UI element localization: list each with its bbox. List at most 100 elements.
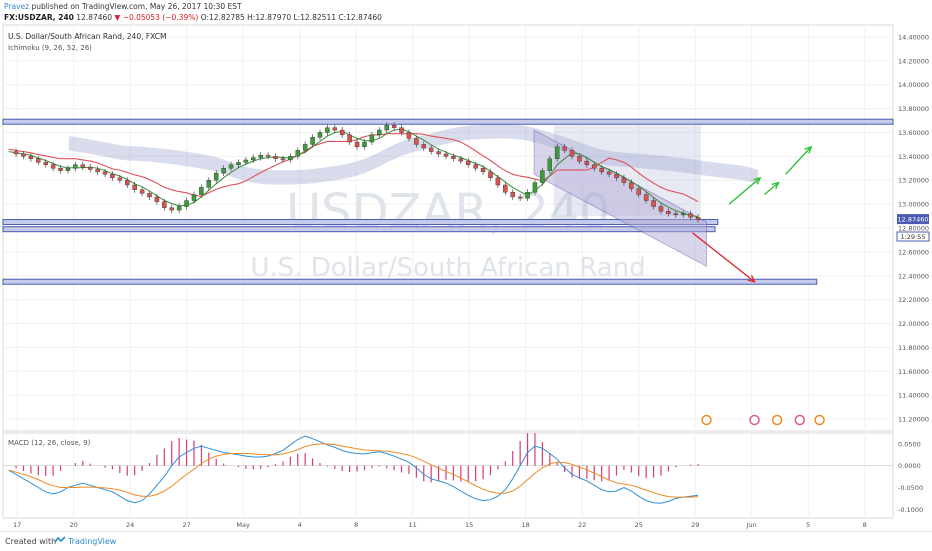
macd-axis: 0.0500 0.0000 -0.0500 -0.1000 bbox=[898, 440, 923, 513]
macd-tick-label: -0.1000 bbox=[898, 506, 923, 514]
candle-body bbox=[636, 188, 641, 195]
price-tick-label: 12.40000 bbox=[898, 272, 929, 280]
candle-body bbox=[221, 168, 226, 174]
candle-body bbox=[614, 174, 619, 179]
candlesticks bbox=[13, 122, 701, 223]
candle-body bbox=[147, 193, 152, 198]
ichimoku-legend[interactable]: Ichimoku (9, 26, 52, 26) bbox=[8, 44, 92, 52]
price-tick-label: 13.60000 bbox=[898, 129, 929, 137]
watermark-name: U.S. Dollar/South African Rand bbox=[250, 253, 645, 283]
tradingview-logo-icon[interactable] bbox=[54, 535, 66, 545]
candle-body bbox=[569, 150, 575, 157]
candle-body bbox=[651, 200, 656, 207]
time-tick-label: 24 bbox=[126, 521, 134, 529]
time-tick-label: 11 bbox=[409, 521, 417, 529]
candle-body bbox=[428, 147, 434, 152]
candle-body bbox=[80, 164, 86, 168]
candle-body bbox=[488, 171, 493, 179]
candle-body bbox=[421, 144, 427, 149]
candle-body bbox=[436, 151, 441, 155]
signal-line bbox=[8, 443, 699, 498]
time-tick-label: 22 bbox=[578, 521, 586, 529]
price-tick-label: 12.60000 bbox=[898, 248, 929, 256]
tradingview-brand-link[interactable]: TradingView bbox=[68, 537, 117, 546]
candle-body bbox=[451, 156, 456, 159]
candle-body bbox=[517, 196, 523, 199]
candle-body bbox=[102, 171, 108, 175]
candle-body bbox=[592, 164, 597, 169]
symbol-line: FX:USDZAR, 240 12.87460 ▼ −0.05053 (−0.3… bbox=[4, 13, 382, 22]
last-price-tag-text: 12.87460 bbox=[897, 215, 928, 223]
time-tick-label: 25 bbox=[635, 521, 643, 529]
descending-channel[interactable] bbox=[533, 129, 708, 268]
tenkan-sen-line bbox=[8, 128, 699, 218]
price-chart[interactable]: USDZAR, 240 U.S. Dollar/South African Ra… bbox=[0, 24, 932, 530]
candle-body bbox=[391, 125, 397, 128]
candle-body bbox=[369, 134, 375, 143]
candle-body bbox=[199, 187, 204, 195]
candle-body bbox=[606, 171, 612, 175]
candle-body bbox=[95, 169, 100, 173]
candle-body bbox=[695, 217, 701, 220]
candle-body bbox=[554, 146, 560, 159]
kijun-sen-line bbox=[8, 133, 699, 203]
time-tick-label: 29 bbox=[691, 521, 699, 529]
candle-body bbox=[332, 127, 338, 131]
price-change: −0.05053 (−0.39%) bbox=[122, 13, 199, 22]
candle-body bbox=[666, 211, 671, 214]
candle-body bbox=[162, 201, 167, 208]
horizontal-levels[interactable] bbox=[2, 118, 894, 285]
time-tick-label: 20 bbox=[69, 521, 77, 529]
candle-body bbox=[36, 158, 41, 163]
candle-body bbox=[680, 213, 686, 216]
candle-body bbox=[206, 180, 212, 188]
projection-arrows[interactable] bbox=[691, 145, 813, 283]
ohlc-values: O:12.82785 H:12.87970 L:12.82511 C:12.87… bbox=[200, 13, 382, 22]
price-tick-label: 11.20000 bbox=[898, 416, 929, 424]
chart-area[interactable]: USDZAR, 240 U.S. Dollar/South African Ra… bbox=[0, 24, 932, 530]
candle-body bbox=[13, 151, 19, 155]
time-tick-label: 5 bbox=[806, 521, 810, 529]
time-tick-label: 15 bbox=[465, 521, 473, 529]
candle-body bbox=[236, 162, 241, 165]
candle-body bbox=[302, 144, 308, 151]
candle-body bbox=[443, 153, 449, 157]
macd-legend[interactable]: MACD (12, 26, close, 9) bbox=[8, 439, 91, 447]
bullish-target-arrow bbox=[785, 146, 812, 175]
candle-body bbox=[139, 189, 145, 194]
price-tick-label: 14.20000 bbox=[898, 57, 929, 65]
candle-body bbox=[547, 158, 553, 171]
economic-events[interactable] bbox=[701, 414, 825, 426]
candle-body bbox=[213, 172, 219, 181]
author-link[interactable]: Pravez bbox=[4, 2, 30, 11]
candle-body bbox=[643, 194, 649, 201]
candle-body bbox=[354, 141, 360, 147]
candle-body bbox=[621, 177, 627, 183]
time-axis: 17 20 24 27 May 4 8 11 15 18 22 25 29 Jun 5 8 bbox=[13, 521, 867, 529]
candle-body bbox=[21, 153, 26, 157]
macd-tick-label: 0.0500 bbox=[898, 440, 921, 448]
bullish-arrow-head bbox=[753, 176, 762, 185]
bullish-pullback-arrow-head bbox=[771, 181, 780, 190]
candle-body bbox=[280, 158, 286, 161]
horizontal-level-line bbox=[2, 278, 818, 285]
candle-body bbox=[169, 207, 174, 211]
candle-body bbox=[473, 164, 478, 169]
footer-bar: Created with TradingView bbox=[0, 531, 932, 551]
economic-event-icon bbox=[701, 414, 712, 426]
published-text: published on TradingView.com, May 26, 20… bbox=[31, 2, 242, 11]
candle-body bbox=[599, 168, 604, 173]
time-tick-label: 27 bbox=[183, 521, 191, 529]
price-tick-label: 11.80000 bbox=[898, 344, 929, 352]
macd-plot bbox=[3, 433, 893, 504]
candle-body bbox=[28, 156, 34, 159]
bullish-pullback-arrow bbox=[764, 182, 779, 196]
kumo-area bbox=[68, 124, 758, 185]
down-triangle-icon: ▼ bbox=[114, 13, 121, 22]
horizontal-level-line bbox=[2, 118, 894, 125]
candle-body bbox=[273, 156, 278, 159]
candle-body bbox=[532, 182, 538, 193]
price-tick-label: 14.40000 bbox=[898, 33, 929, 41]
candle-body bbox=[673, 213, 679, 216]
candle-body bbox=[191, 194, 197, 201]
